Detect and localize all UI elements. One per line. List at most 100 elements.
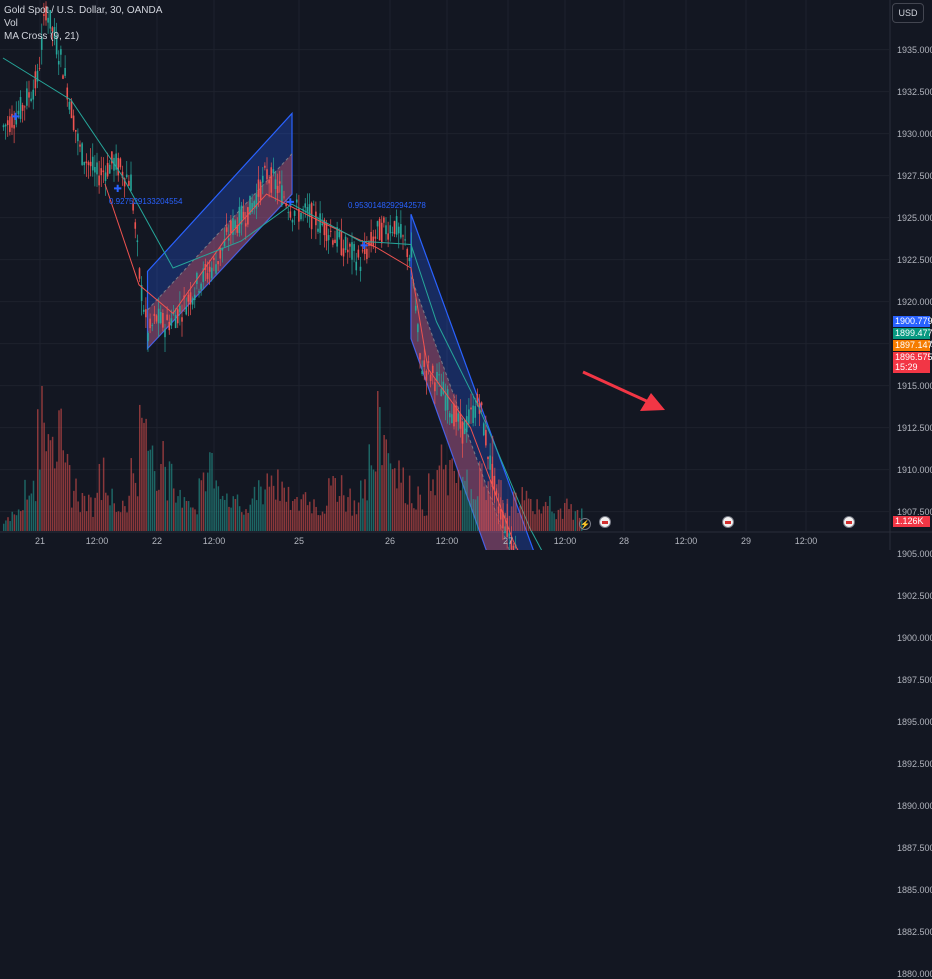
volume-bar <box>81 492 84 531</box>
candle-body <box>108 164 111 174</box>
volume-bar <box>470 489 472 531</box>
volume-bar <box>374 471 377 531</box>
volume-bar <box>241 512 243 531</box>
price-tick-label: 1912.500 <box>897 422 932 433</box>
volume-bar <box>58 410 60 531</box>
candle-body <box>425 370 428 381</box>
us-flag-event-icon[interactable] <box>722 516 734 528</box>
volume-bar <box>309 501 311 531</box>
volume-bar <box>483 486 485 531</box>
volume-bar <box>476 496 479 531</box>
candle-body <box>266 169 268 180</box>
candle-body <box>434 382 436 392</box>
volume-bar <box>445 464 447 531</box>
volume-bar <box>179 489 181 531</box>
volume-bar <box>260 486 262 531</box>
candle-body <box>208 266 211 272</box>
volume-bar <box>549 496 551 531</box>
volume-bar <box>500 480 502 531</box>
volume-bar <box>175 502 177 531</box>
volume-bar <box>107 495 109 531</box>
volume-bar <box>49 440 52 531</box>
candle-body <box>34 71 37 89</box>
time-tick-label: 12:00 <box>435 536 459 546</box>
candle-body <box>15 115 18 125</box>
candle-body <box>395 216 398 235</box>
candle-body <box>387 233 389 240</box>
candle-body <box>155 315 158 322</box>
candle-body <box>419 353 421 360</box>
candle-body <box>465 416 468 433</box>
bar-countdown: 15:29 <box>893 362 930 373</box>
volume-bar <box>498 479 500 531</box>
candle-body <box>159 311 162 324</box>
price-chart[interactable]: ✚✚✚✚✚ <box>0 0 932 550</box>
volume-bar <box>266 473 268 531</box>
price-tick-label: 1885.000 <box>897 884 932 895</box>
volume-bar <box>211 452 213 531</box>
volume-bar <box>372 469 375 531</box>
volume-bar <box>115 512 118 531</box>
candle-body <box>140 285 143 301</box>
candle-body <box>470 407 472 410</box>
candle-body <box>189 292 192 305</box>
candle-body <box>104 172 107 181</box>
volume-bar <box>128 495 130 531</box>
price-tick-label: 1887.500 <box>897 842 932 853</box>
candle-body <box>353 244 355 251</box>
candle-body <box>66 87 69 100</box>
candle-body <box>215 264 217 274</box>
volume-bar <box>173 488 175 531</box>
candle-body <box>89 161 92 167</box>
volume-bar <box>215 480 217 531</box>
volume-bar <box>122 500 124 531</box>
volume-bar <box>379 407 381 531</box>
volume-bar <box>559 508 562 531</box>
channel-up-ratio-label: 0.927529133204554 <box>109 197 183 206</box>
candle-body <box>119 158 122 168</box>
volume-bar <box>400 482 402 531</box>
volume-bar <box>289 509 292 531</box>
candle-body <box>374 236 377 239</box>
volume-bar <box>136 496 139 531</box>
volume-bar <box>557 509 560 531</box>
candle-body <box>261 175 264 183</box>
volume-bar <box>277 469 279 531</box>
time-tick-label: 25 <box>293 536 305 546</box>
ma-fast-line <box>104 183 519 550</box>
volume-bar <box>47 434 50 531</box>
volume-bar <box>389 463 392 531</box>
candle-body <box>295 199 298 203</box>
candle-body <box>230 220 232 233</box>
volume-bar <box>464 480 466 531</box>
candle-body <box>321 223 324 226</box>
candle-body <box>312 204 315 206</box>
price-tick-label: 1925.000 <box>897 212 932 223</box>
volume-bar <box>249 504 251 531</box>
candle-body <box>482 423 485 436</box>
volume-bar <box>170 463 173 531</box>
price-tick-label: 1915.000 <box>897 380 932 391</box>
currency-button[interactable]: USD <box>892 3 924 23</box>
volume-bar <box>111 488 113 531</box>
volume-bar <box>166 500 169 531</box>
us-flag-event-icon[interactable] <box>843 516 855 528</box>
us-flag-event-icon[interactable] <box>599 516 611 528</box>
candle-body <box>391 232 394 233</box>
volume-bar <box>234 499 237 531</box>
candle-body <box>310 203 313 230</box>
candle-body <box>198 291 200 293</box>
volume-bar <box>527 498 530 531</box>
symbol-title: Gold Spot / U.S. Dollar, 30, OANDA <box>4 5 163 16</box>
volume-bar <box>17 509 20 531</box>
flash-icon[interactable]: ⚡ <box>579 518 591 530</box>
volume-indicator-label: Vol <box>4 18 18 29</box>
volume-bar <box>394 468 396 531</box>
candle-body <box>315 211 317 226</box>
volume-bar <box>272 485 275 531</box>
candle-body <box>272 169 275 174</box>
volume-bar <box>34 501 37 531</box>
volume-bar <box>98 463 101 531</box>
candle-body <box>325 223 328 242</box>
candle-body <box>287 212 290 214</box>
